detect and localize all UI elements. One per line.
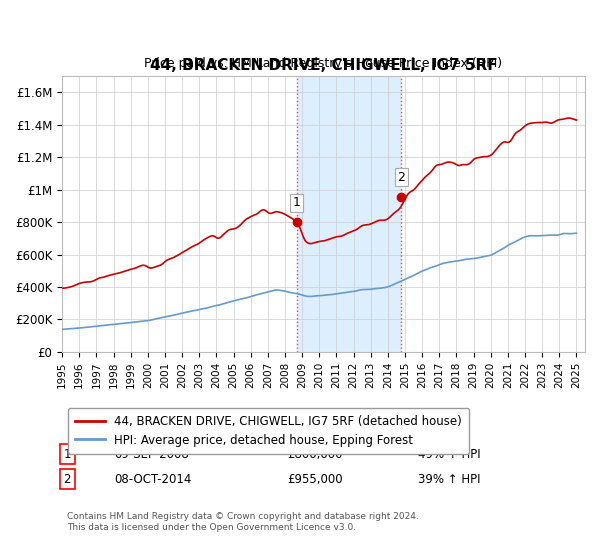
Text: 1: 1 bbox=[293, 196, 301, 209]
Title: 44, BRACKEN DRIVE, CHIGWELL, IG7 5RF: 44, BRACKEN DRIVE, CHIGWELL, IG7 5RF bbox=[150, 58, 497, 73]
Legend: 44, BRACKEN DRIVE, CHIGWELL, IG7 5RF (detached house), HPI: Average price, detac: 44, BRACKEN DRIVE, CHIGWELL, IG7 5RF (de… bbox=[68, 408, 469, 454]
Text: 08-OCT-2014: 08-OCT-2014 bbox=[115, 473, 192, 486]
Text: £955,000: £955,000 bbox=[287, 473, 343, 486]
Text: 49% ↑ HPI: 49% ↑ HPI bbox=[418, 447, 480, 461]
Bar bbox=[297, 76, 401, 352]
Text: £800,000: £800,000 bbox=[287, 447, 343, 461]
Text: 1: 1 bbox=[64, 447, 71, 461]
Text: Price paid vs. HM Land Registry's House Price Index (HPI): Price paid vs. HM Land Registry's House … bbox=[145, 57, 503, 71]
Text: 2: 2 bbox=[397, 171, 406, 184]
Text: 2: 2 bbox=[64, 473, 71, 486]
Text: 09-SEP-2008: 09-SEP-2008 bbox=[115, 447, 189, 461]
Text: 39% ↑ HPI: 39% ↑ HPI bbox=[418, 473, 480, 486]
Text: Contains HM Land Registry data © Crown copyright and database right 2024.
This d: Contains HM Land Registry data © Crown c… bbox=[67, 512, 419, 531]
